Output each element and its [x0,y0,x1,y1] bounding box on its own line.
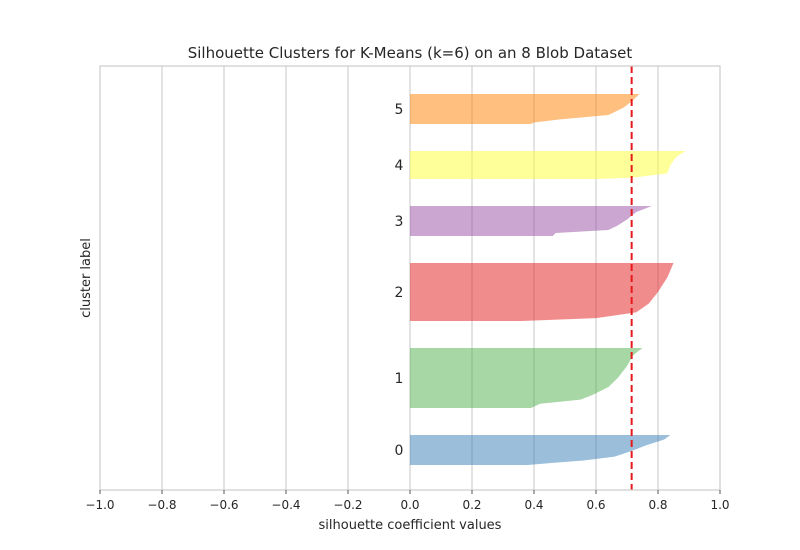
x-tick-layer: −1.0 −0.8 −0.6 −0.4 −0.2 0.0 0.2 0.4 0.6 0.8 1.0 [85,490,730,512]
x-tick-label: 0.2 [462,498,481,512]
cluster-2-label: 2 [395,285,404,301]
x-tick-label: −1.0 [85,498,114,512]
cluster-1-silhouette [410,348,643,408]
cluster-5-label: 5 [395,102,404,118]
x-tick-label: −0.6 [209,498,238,512]
x-axis-label: silhouette coefficient values [319,518,502,533]
x-tick-label: 1.0 [710,498,729,512]
x-tick-label: −0.4 [271,498,300,512]
cluster-1-label: 1 [395,371,404,387]
x-tick-label: −0.2 [333,498,362,512]
x-tick-label: 0.6 [586,498,605,512]
y-axis-label: cluster label [79,238,94,318]
cluster-4-silhouette [410,151,686,179]
chart-title: Silhouette Clusters for K-Means (k=6) on… [188,44,633,62]
cluster-3-silhouette [410,206,652,236]
cluster-2-silhouette [410,263,674,321]
x-tick-label: 0.4 [524,498,543,512]
cluster-layer [410,94,686,465]
x-tick-label: −0.8 [147,498,176,512]
cluster-4-label: 4 [395,158,404,174]
x-tick-label: 0.8 [648,498,667,512]
x-tick-label: 0.0 [400,498,419,512]
cluster-3-label: 3 [395,214,404,230]
cluster-label-layer: 0 1 2 3 4 5 [395,102,404,459]
cluster-0-label: 0 [395,443,404,459]
cluster-0-silhouette [410,435,671,465]
cluster-5-silhouette [410,94,640,124]
